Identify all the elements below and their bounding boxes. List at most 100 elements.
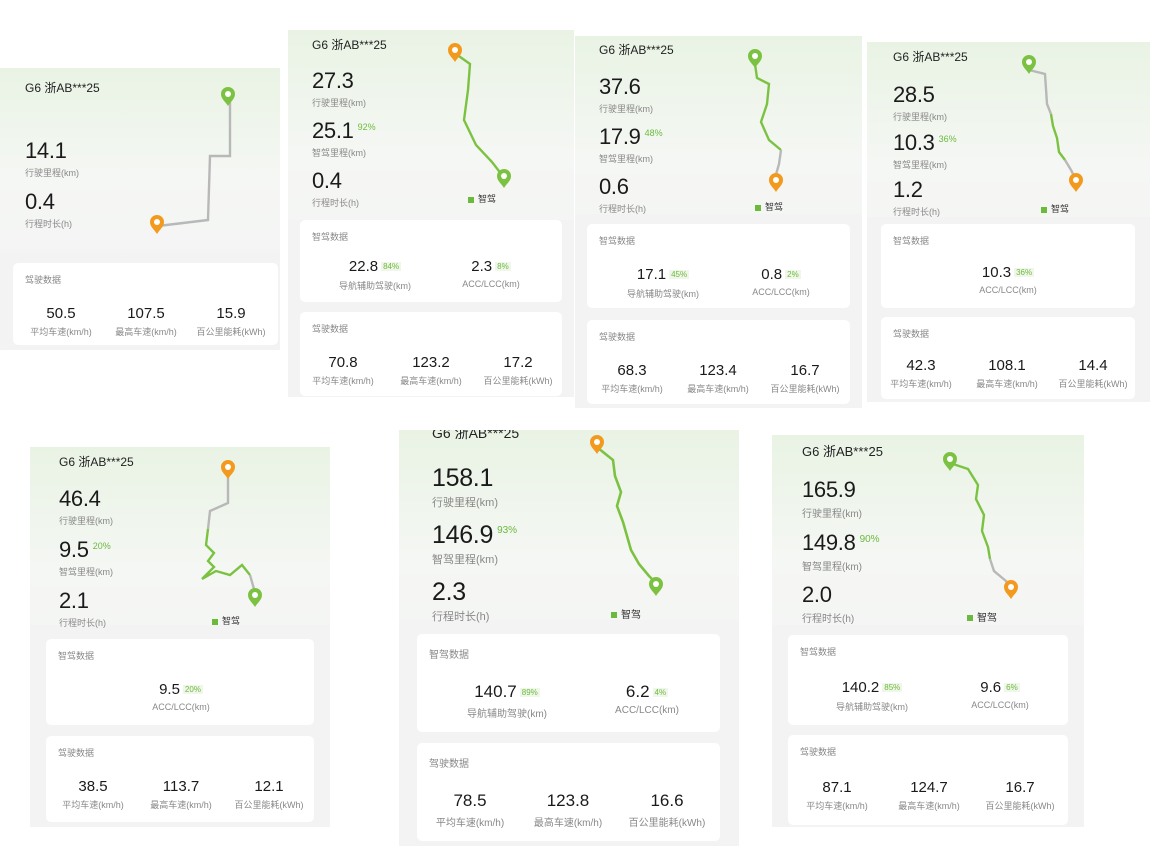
- energy-consumption: 17.2 百公里能耗(kWh): [483, 354, 553, 386]
- smart-drive-stat: 10.3 36% 智驾里程(km): [893, 130, 957, 171]
- trip-screenshot-4: G6 浙AB***25 28.5 行驶里程(km) 10.3 36% 智驾里程(k…: [867, 42, 1150, 402]
- end-pin-icon: [497, 169, 511, 188]
- end-pin-icon: [943, 452, 957, 471]
- green-square-icon: [1041, 206, 1047, 213]
- acc-lcc: 6.2 4% ACC/LCC(km): [615, 682, 679, 716]
- avg-speed: 70.8 平均车速(km/h): [312, 354, 374, 386]
- end-pin-icon: [649, 577, 663, 596]
- smart-data-card: 智驾数据 9.5 20% ACC/LCC(km): [46, 639, 314, 725]
- energy-consumption: 16.6 百公里能耗(kWh): [628, 791, 706, 829]
- drive-data-card: 驾驶数据 78.5 平均车速(km/h) 123.8 最高车速(km/h) 16.6…: [417, 743, 720, 841]
- route-legend: 智驾: [212, 614, 240, 627]
- green-square-icon: [212, 618, 218, 625]
- energy-consumption: 14.4 百公里能耗(kWh): [1058, 357, 1128, 389]
- nav-assist-drive: 140.2 85% 导航辅助驾驶(km): [836, 679, 908, 712]
- trip-screenshot-5: G6 浙AB***25 46.4 行驶里程(km) 9.5 20% 智驾里程(km…: [30, 447, 330, 827]
- vehicle-plate: G6 浙AB***25: [802, 444, 883, 459]
- distance-stat: 27.3 行驶里程(km): [312, 68, 366, 109]
- nav-assist-drive: 17.1 45% 导航辅助驾驶(km): [627, 266, 699, 299]
- smart-data-card: 智驾数据 17.1 45% 导航辅助驾驶(km) 0.8 2% ACC/LCC(km): [587, 224, 850, 308]
- smart-data-card: 智驾数据 22.8 84% 导航辅助驾驶(km) 2.3 8% ACC/LCC(km): [300, 220, 562, 302]
- duration-stat: 2.3 行程时长(h): [432, 578, 490, 624]
- smart-drive-stat: 17.9 48% 智驾里程(km): [599, 124, 663, 165]
- duration-stat: 0.4 行程时长(h): [25, 191, 72, 230]
- route-map: [150, 87, 235, 234]
- start-pin-icon: [1069, 173, 1083, 192]
- distance-stat: 158.1 行驶里程(km): [432, 464, 498, 510]
- route-legend: 智驾: [1041, 202, 1069, 215]
- green-square-icon: [755, 204, 761, 211]
- route-map: [943, 452, 1018, 599]
- smart-data-card: 智驾数据 140.7 89% 导航辅助驾驶(km) 6.2 4% ACC/LCC(km): [417, 634, 720, 732]
- duration-stat: 2.1 行程时长(h): [59, 588, 106, 629]
- distance-stat: 37.6 行驶里程(km): [599, 74, 653, 115]
- energy-consumption: 16.7 百公里能耗(kWh): [985, 779, 1055, 811]
- max-speed: 123.4 最高车速(km/h): [687, 362, 749, 394]
- start-pin-icon: [769, 173, 783, 192]
- start-pin-icon: [150, 215, 164, 234]
- route-legend: 智驾: [611, 606, 641, 621]
- end-pin-icon: [248, 588, 262, 607]
- max-speed: 123.2 最高车速(km/h): [400, 354, 462, 386]
- end-pin-icon: [748, 49, 762, 68]
- duration-label: 行程时长(h): [25, 219, 72, 229]
- duration-stat: 0.6 行程时长(h): [599, 174, 646, 215]
- route-map: [590, 435, 663, 596]
- distance-stat: 14.1 行驶里程(km): [25, 140, 79, 179]
- acc-lcc: 10.3 36% ACC/LCC(km): [979, 264, 1037, 295]
- start-pin-icon: [221, 460, 235, 479]
- max-speed: 124.7 最高车速(km/h): [898, 779, 960, 811]
- distance-stat: 28.5 行驶里程(km): [893, 82, 947, 123]
- acc-lcc: 0.8 2% ACC/LCC(km): [752, 266, 810, 297]
- avg-speed: 42.3 平均车速(km/h): [890, 357, 952, 389]
- acc-lcc: 9.6 6% ACC/LCC(km): [971, 679, 1029, 710]
- route-legend: 智驾: [468, 192, 496, 205]
- route-map: [448, 43, 511, 188]
- vehicle-plate: G6 浙AB***25: [432, 430, 520, 441]
- smart-data-card: 智驾数据 10.3 36% ACC/LCC(km): [881, 224, 1135, 308]
- green-square-icon: [967, 615, 973, 622]
- route-legend: 智驾: [755, 200, 783, 213]
- distance-label: 行驶里程(km): [25, 168, 79, 178]
- duration-stat: 2.0 行程时长(h): [802, 582, 855, 626]
- trip-screenshot-2: G6 浙AB***25 27.3 行驶里程(km) 25.1 92% 智驾里程(k…: [288, 30, 574, 397]
- energy-consumption: 15.9 百公里能耗(kWh): [196, 305, 266, 337]
- max-speed: 108.1 最高车速(km/h): [976, 357, 1038, 389]
- green-square-icon: [468, 196, 474, 203]
- avg-speed: 38.5 平均车速(km/h): [62, 778, 124, 810]
- distance-value: 14.1: [25, 138, 67, 163]
- max-speed: 123.8 最高车速(km/h): [533, 791, 603, 829]
- avg-speed: 68.3 平均车速(km/h): [601, 362, 663, 394]
- max-speed: 113.7 最高车速(km/h): [150, 778, 212, 810]
- route-legend: 智驾: [967, 609, 997, 624]
- avg-speed: 50.5 平均车速(km/h): [30, 305, 92, 337]
- distance-stat: 165.9 行驶里程(km): [802, 477, 862, 521]
- duration-value: 0.4: [25, 189, 55, 214]
- avg-speed: 78.5 平均车速(km/h): [435, 791, 505, 829]
- energy-consumption: 16.7 百公里能耗(kWh): [770, 362, 840, 394]
- drive-card-title: 驾驶数据: [25, 275, 62, 285]
- drive-data-card: 驾驶数据 68.3 平均车速(km/h) 123.4 最高车速(km/h) 16.7…: [587, 320, 850, 404]
- nav-assist-drive: 140.7 89% 导航辅助驾驶(km): [467, 682, 547, 720]
- smart-data-card: 智驾数据 140.2 85% 导航辅助驾驶(km) 9.6 6% ACC/LCC(km): [788, 635, 1068, 725]
- nav-assist-drive: 22.8 84% 导航辅助驾驶(km): [339, 258, 411, 291]
- vehicle-plate: G6 浙AB***25: [312, 38, 387, 52]
- drive-data-card: 驾驶数据 70.8 平均车速(km/h) 123.2 最高车速(km/h) 17.2…: [300, 312, 562, 396]
- route-map: [201, 460, 262, 607]
- vehicle-plate: G6 浙AB***25: [599, 43, 674, 57]
- vehicle-plate: G6 浙AB***25: [59, 455, 134, 469]
- route-map: [748, 49, 783, 192]
- smart-drive-stat: 149.8 90% 智驾里程(km): [802, 530, 880, 574]
- avg-speed: 87.1 平均车速(km/h): [806, 779, 868, 811]
- green-square-icon: [611, 612, 617, 619]
- drive-data-card: 驾驶数据 42.3 平均车速(km/h) 108.1 最高车速(km/h) 14.4…: [881, 317, 1135, 399]
- smart-drive-stat: 9.5 20% 智驾里程(km): [59, 537, 113, 578]
- acc-lcc: 2.3 8% ACC/LCC(km): [462, 258, 520, 289]
- vehicle-plate: G6 浙AB***25: [893, 50, 968, 64]
- trip-screenshot-7: G6 浙AB***25 165.9 行驶里程(km) 149.8 90% 智驾里程…: [772, 435, 1084, 827]
- energy-consumption: 12.1 百公里能耗(kWh): [234, 778, 304, 810]
- distance-stat: 46.4 行驶里程(km): [59, 486, 113, 527]
- acc-lcc: 9.5 20% ACC/LCC(km): [152, 681, 210, 712]
- smart-drive-percent: 92%: [357, 122, 376, 132]
- trip-screenshot-3: G6 浙AB***25 37.6 行驶里程(km) 17.9 48% 智驾里程(k…: [575, 36, 862, 408]
